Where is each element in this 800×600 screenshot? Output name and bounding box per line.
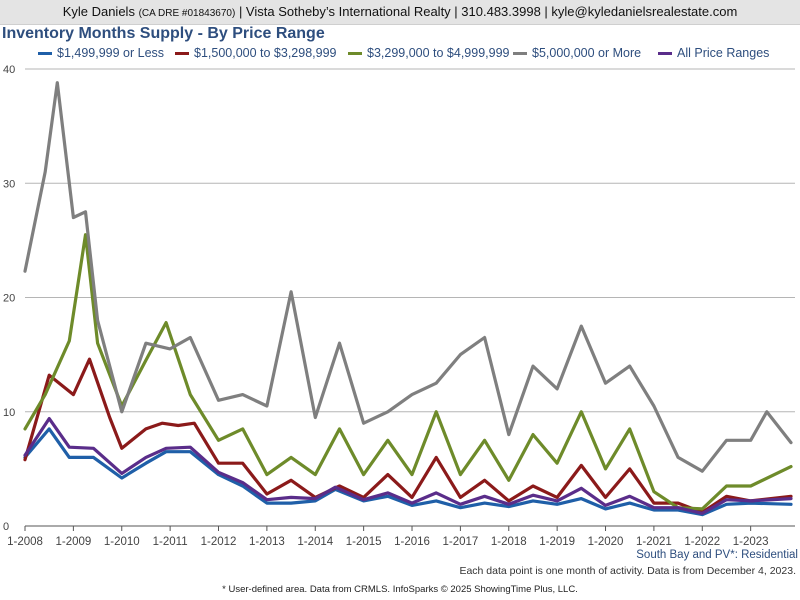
- legend-swatch: [38, 51, 52, 55]
- legend-item: $5,000,000 or More: [513, 46, 641, 60]
- x-tick-label: 1-2021: [636, 536, 672, 548]
- x-tick-label: 1-2009: [55, 536, 91, 548]
- series-line-4: [23, 81, 793, 473]
- x-tick-label: 1-2014: [297, 536, 333, 548]
- chart-title: Inventory Months Supply - By Price Range: [2, 25, 325, 42]
- legend-swatch: [175, 51, 189, 55]
- dre-number: (CA DRE #01843670): [138, 8, 236, 19]
- x-tick-label: 1-2008: [7, 536, 43, 548]
- x-tick-label: 1-2015: [346, 536, 382, 548]
- x-tick-label: 1-2017: [442, 536, 478, 548]
- x-tick-label: 1-2020: [588, 536, 624, 548]
- footer-note: * User-defined area. Data from CRMLS. In…: [222, 584, 578, 595]
- series-line-1: [23, 427, 793, 517]
- y-tick-label: 20: [3, 293, 15, 305]
- legend-swatch: [658, 51, 672, 55]
- agent-contact: | Vista Sotheby’s International Realty |…: [238, 4, 738, 19]
- y-tick-label: 30: [3, 178, 15, 190]
- x-tick-label: 1-2022: [684, 536, 720, 548]
- legend-swatch: [348, 51, 362, 55]
- legend-swatch: [513, 51, 527, 55]
- x-tick-label: 1-2023: [733, 536, 769, 548]
- x-tick-label: 1-2019: [539, 536, 575, 548]
- x-tick-label: 1-2010: [104, 536, 140, 548]
- legend-label: $5,000,000 or More: [532, 46, 642, 60]
- x-tick-label: 1-2011: [153, 536, 188, 548]
- y-tick-label: 10: [3, 407, 15, 419]
- legend-item: $1,500,000 to $3,298,999: [175, 46, 337, 60]
- header-bar: Kyle Daniels (CA DRE #01843670) | Vista …: [0, 0, 800, 25]
- x-tick-label: 1-2018: [491, 536, 527, 548]
- data-point-note: Each data point is one month of activity…: [459, 565, 796, 577]
- agent-name: Kyle Daniels: [62, 4, 135, 19]
- legend-label: All Price Ranges: [677, 46, 770, 60]
- x-tick-label: 1-2012: [201, 536, 237, 548]
- legend-label: $3,299,000 to $4,999,999: [367, 46, 510, 60]
- legend-item: All Price Ranges: [658, 46, 769, 60]
- y-tick-label: 40: [3, 64, 15, 76]
- legend: $1,499,999 or Less $1,500,000 to $3,298,9…: [0, 46, 800, 62]
- y-tick-label: 0: [3, 521, 9, 533]
- legend-label: $1,500,000 to $3,298,999: [194, 46, 337, 60]
- x-tick-label: 1-2013: [249, 536, 285, 548]
- x-tick-label: 1-2016: [394, 536, 430, 548]
- region-label: South Bay and PV*: Residential: [636, 549, 798, 561]
- legend-item: $3,299,000 to $4,999,999: [348, 46, 510, 60]
- legend-item: $1,499,999 or Less: [38, 46, 164, 60]
- series-line-5: [23, 417, 793, 515]
- series-line-2: [23, 357, 793, 514]
- legend-label: $1,499,999 or Less: [57, 46, 165, 60]
